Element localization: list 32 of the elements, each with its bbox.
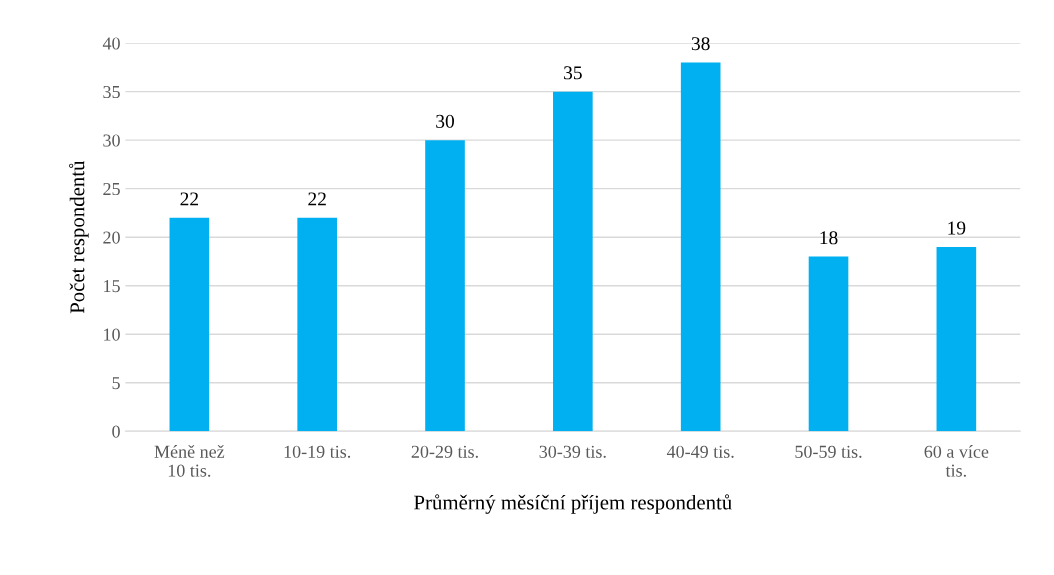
x-tick-label: 60 a více tis. xyxy=(924,445,989,477)
y-tick-label: 20 xyxy=(103,231,120,244)
data-label: 38 xyxy=(691,37,710,51)
bar xyxy=(169,217,210,432)
y-tick-label: 30 xyxy=(103,134,120,147)
data-label: 19 xyxy=(948,221,966,235)
y-tick-label: 35 xyxy=(103,85,120,99)
data-label: 22 xyxy=(308,192,326,206)
x-tick-label: 10-19 tis. xyxy=(284,445,351,458)
bar xyxy=(553,91,593,432)
bar xyxy=(297,217,337,432)
bar xyxy=(680,62,721,432)
data-label: 35 xyxy=(564,66,582,80)
x-tick-label: Méně než 10 tis. xyxy=(154,445,225,477)
data-label: 18 xyxy=(820,231,838,245)
x-tick-label: 40-49 tis. xyxy=(666,445,734,458)
y-tick-label: 15 xyxy=(104,280,120,293)
bar xyxy=(936,246,977,432)
x-axis-title: Průměrný měsíční příjem respondentů xyxy=(414,494,732,514)
x-tick-label: 20-29 tis. xyxy=(411,445,478,458)
bar xyxy=(425,140,465,432)
y-tick-label: 10 xyxy=(104,328,120,341)
y-tick-label: 5 xyxy=(112,377,120,390)
data-label: 30 xyxy=(436,114,454,128)
y-axis-title: Počet respondentů xyxy=(69,160,89,314)
y-tick-label: 0 xyxy=(112,425,120,438)
x-tick-label: 30-39 tis. xyxy=(539,445,606,458)
x-tick-label: 50-59 tis. xyxy=(795,445,862,458)
data-label: 22 xyxy=(180,192,198,206)
y-tick-label: 40 xyxy=(102,37,120,50)
y-tick-label: 25 xyxy=(103,182,120,196)
bar xyxy=(808,256,849,432)
